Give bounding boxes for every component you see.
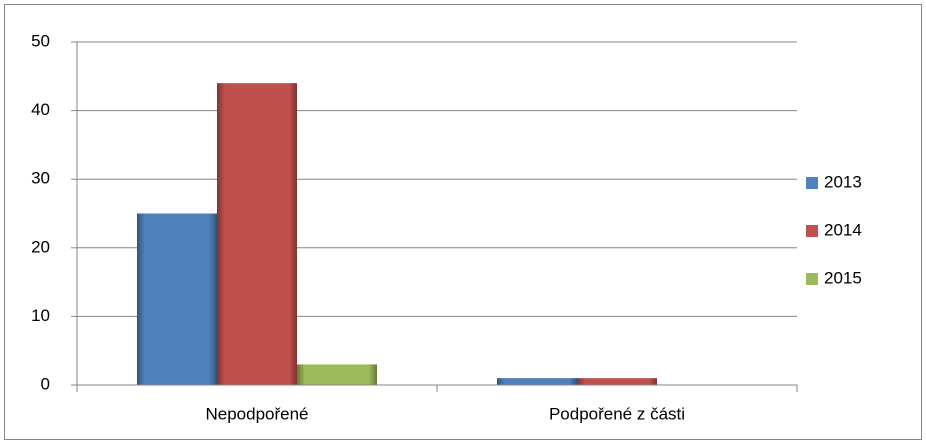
y-tick-label: 40	[31, 100, 50, 119]
legend-label: 2014	[824, 220, 862, 239]
y-tick-label: 50	[31, 31, 50, 50]
y-tick-label: 20	[31, 237, 50, 256]
y-tick-label: 10	[31, 306, 50, 325]
legend-swatch	[806, 177, 818, 189]
bar-shade	[217, 83, 297, 385]
y-tick-label: 0	[41, 374, 50, 393]
bar-shade	[577, 378, 657, 385]
legend-label: 2015	[824, 268, 862, 287]
bar-shade	[497, 378, 577, 385]
legend-swatch	[806, 225, 818, 237]
x-tick-label: Nepodpořené	[205, 404, 308, 423]
bar-shade	[297, 364, 377, 385]
y-tick-label: 30	[31, 169, 50, 188]
legend-swatch	[806, 273, 818, 285]
bar-shade	[137, 213, 217, 385]
legend-label: 2013	[824, 172, 862, 191]
x-tick-label: Podpořené z části	[549, 404, 685, 423]
